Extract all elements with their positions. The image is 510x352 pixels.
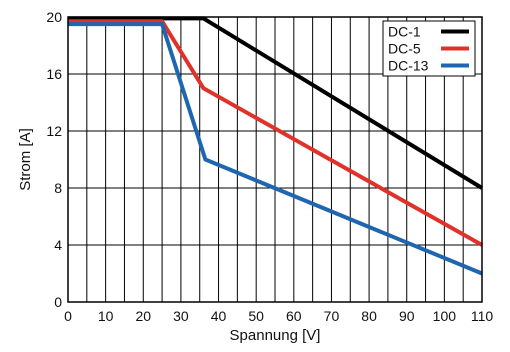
x-tick-labels: 0 10 20 30 40 50 60 70 80 90 100 110 [64, 308, 493, 324]
x-tick-label: 20 [135, 308, 151, 324]
legend-label: DC-1 [388, 24, 421, 40]
x-tick-label: 40 [211, 308, 227, 324]
series-layer [68, 16, 484, 276]
legend-label: DC-13 [388, 58, 429, 74]
x-tick-label: 100 [433, 308, 457, 324]
y-axis-label: Strom [A] [17, 128, 34, 191]
series-line-dc-13 [68, 22, 483, 276]
x-tick-label: 90 [399, 308, 415, 324]
plot-frame [67, 16, 483, 303]
x-axis-label: Spannung [V] [230, 327, 321, 344]
y-tick-label: 4 [54, 237, 62, 253]
x-tick-label: 70 [324, 308, 340, 324]
legend: DC-1DC-5DC-13 [382, 20, 476, 77]
y-tick-label: 0 [54, 294, 62, 310]
x-tick-label: 10 [98, 308, 114, 324]
y-tick-label: 16 [46, 66, 62, 82]
x-tick-label: 60 [286, 308, 302, 324]
x-tick-label: 110 [471, 308, 494, 324]
y-tick-label: 12 [46, 123, 62, 139]
y-tick-labels: 0 4 8 12 16 20 [46, 9, 62, 310]
legend-label: DC-5 [388, 41, 421, 57]
y-tick-label: 20 [46, 9, 62, 25]
x-tick-label: 0 [64, 308, 72, 324]
x-tick-label: 80 [361, 308, 377, 324]
series-line-dc-1 [68, 16, 484, 190]
y-tick-label: 8 [54, 180, 62, 196]
x-tick-label: 50 [248, 308, 264, 324]
x-tick-label: 30 [173, 308, 189, 324]
series-line-dc-5 [68, 19, 483, 247]
